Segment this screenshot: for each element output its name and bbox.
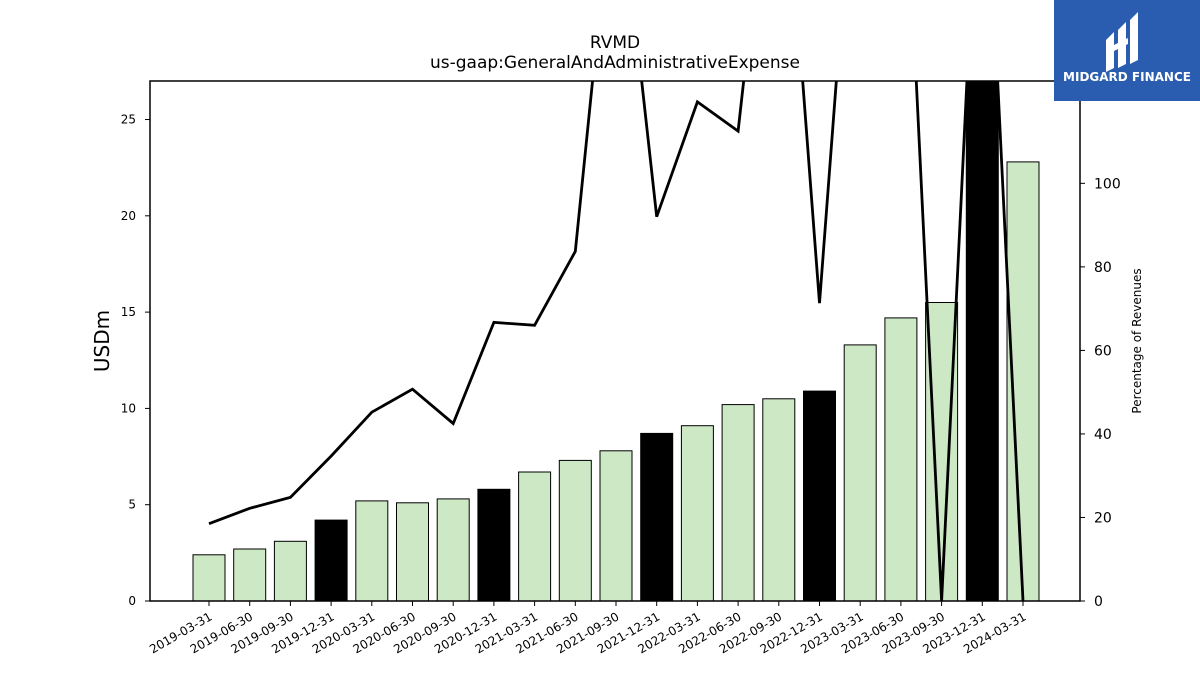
bar-2020-06-30 — [396, 502, 429, 601]
y2-tick-label: 20 — [1094, 510, 1112, 526]
y-tick-label: 15 — [121, 305, 136, 319]
y2-tick-label: 0 — [1094, 594, 1103, 610]
bar-2021-06-30 — [558, 459, 592, 601]
bar-2023-12-31 — [965, 81, 999, 601]
logo-background — [1054, 0, 1200, 101]
chart-subtitle: us-gaap:GeneralAndAdministrativeExpense — [430, 53, 800, 73]
y-axis-right: 0 20 40 60 80 100 — [1080, 176, 1121, 610]
x-axis: 2019-03-312019-06-302019-09-302019-12-31… — [147, 601, 1029, 656]
y-tick-label: 10 — [121, 401, 136, 415]
y-tick-label: 20 — [121, 209, 136, 223]
bar-2022-12-31 — [803, 390, 836, 601]
percentage-line — [208, 81, 1025, 601]
bar-2022-03-31 — [680, 425, 714, 601]
plot-frame — [149, 80, 1081, 602]
bar-2023-09-30 — [925, 302, 959, 601]
bar-2020-03-31 — [355, 500, 389, 601]
y2-tick-label: 80 — [1094, 260, 1112, 276]
y2-tick-label: 100 — [1094, 176, 1121, 192]
bar-2020-12-31 — [477, 488, 511, 601]
y2-tick-label: 60 — [1094, 343, 1112, 359]
y-tick-label: 5 — [128, 498, 136, 512]
bars-layer — [192, 81, 1040, 601]
y2-axis-label: Percentage of Revenues — [1130, 268, 1144, 413]
logo-text: MIDGARD FINANCE — [1063, 70, 1191, 84]
bar-2021-12-31 — [640, 432, 674, 601]
bar-2019-03-31 — [192, 554, 226, 601]
bar-2019-09-30 — [273, 540, 307, 601]
logo: MIDGARD FINANCE — [1054, 0, 1200, 101]
y-tick-label: 0 — [128, 594, 136, 608]
bar-2023-03-31 — [843, 344, 877, 601]
y-tick-label: 25 — [121, 113, 136, 127]
bar-2022-09-30 — [762, 398, 796, 601]
bar-2019-06-30 — [233, 548, 267, 601]
y-axis-left: 0 5 10 15 20 25 — [121, 113, 150, 608]
chart-title: RVMD — [590, 33, 640, 53]
y-axis-label: USDm — [90, 310, 114, 372]
bar-2021-03-31 — [518, 471, 552, 601]
line-layer — [208, 81, 1025, 601]
bar-2019-12-31 — [314, 519, 348, 601]
bar-2020-09-30 — [436, 498, 470, 601]
bar-2022-06-30 — [721, 404, 755, 601]
bar-2021-09-30 — [599, 450, 633, 601]
logo-mark-icon — [1106, 12, 1138, 72]
y2-tick-label: 40 — [1094, 427, 1112, 443]
bar-2023-06-30 — [884, 317, 918, 601]
